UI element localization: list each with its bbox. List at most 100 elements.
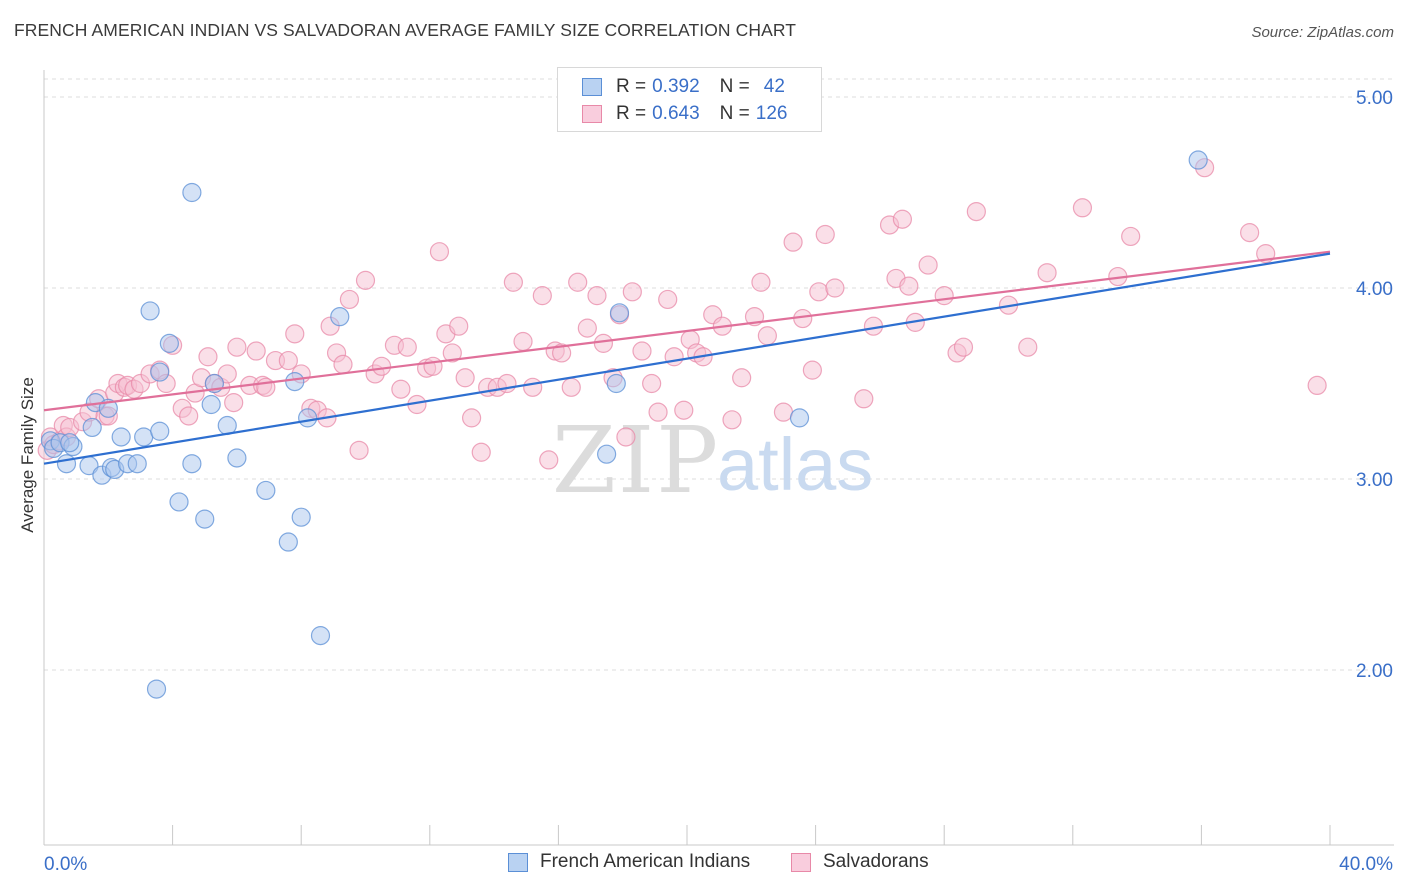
point-french-american-indians bbox=[298, 408, 318, 428]
point-salvadorans bbox=[349, 440, 369, 460]
legend-n-label: N = bbox=[719, 103, 750, 124]
point-french-american-indians bbox=[291, 507, 311, 527]
point-french-american-indians bbox=[310, 626, 331, 646]
point-salvadorans bbox=[658, 289, 678, 310]
series-legend: French American Indians Salvadorans bbox=[0, 851, 1406, 877]
point-french-american-indians bbox=[150, 421, 170, 441]
point-french-american-indians bbox=[127, 454, 147, 474]
point-salvadorans bbox=[449, 316, 469, 336]
point-salvadorans bbox=[587, 286, 607, 306]
point-french-american-indians bbox=[159, 333, 179, 353]
point-salvadorans bbox=[953, 337, 974, 357]
point-salvadorans bbox=[722, 410, 742, 430]
point-salvadorans bbox=[1240, 223, 1260, 243]
point-salvadorans bbox=[461, 408, 482, 428]
x-tick-label-min: 0.0% bbox=[44, 854, 87, 875]
point-salvadorans bbox=[371, 356, 392, 376]
point-salvadorans bbox=[751, 272, 771, 292]
legend-row-french-american-indians: R = 0.392 N = 42 bbox=[582, 75, 785, 99]
point-salvadorans bbox=[355, 270, 376, 290]
point-salvadorans bbox=[539, 450, 559, 470]
y-axis-label: Average Family Size bbox=[18, 377, 37, 533]
legend-r-label: R = bbox=[616, 76, 647, 97]
legend-n-value: 42 bbox=[763, 76, 785, 97]
point-salvadorans bbox=[455, 368, 475, 388]
point-salvadorans bbox=[616, 427, 636, 447]
point-french-american-indians bbox=[182, 182, 202, 203]
legend-n-value: 126 bbox=[755, 103, 788, 124]
point-salvadorans bbox=[513, 331, 533, 352]
trendline-french-american-indians bbox=[43, 252, 1331, 465]
tick-labels: 2.00 3.00 4.00 5.00 0.0% 40.0% bbox=[44, 88, 1393, 875]
point-salvadorans bbox=[854, 389, 874, 409]
point-french-american-indians bbox=[789, 408, 810, 428]
legend-swatch-pink bbox=[582, 105, 602, 123]
point-french-american-indians bbox=[134, 427, 154, 447]
point-salvadorans bbox=[227, 337, 247, 357]
point-french-american-indians bbox=[140, 301, 160, 321]
legend-r-value: 0.643 bbox=[652, 103, 700, 124]
trendline-salvadorans bbox=[43, 250, 1331, 412]
point-salvadorans bbox=[224, 393, 244, 413]
point-french-american-indians bbox=[182, 454, 202, 474]
point-french-american-indians bbox=[285, 371, 305, 392]
point-french-american-indians bbox=[597, 444, 617, 464]
point-salvadorans bbox=[732, 368, 752, 388]
y-tick-label: 2.00 bbox=[1356, 661, 1393, 682]
point-salvadorans bbox=[285, 324, 305, 344]
point-french-american-indians bbox=[82, 417, 102, 438]
point-salvadorans bbox=[561, 377, 581, 397]
watermark-zip: ZIP bbox=[552, 407, 720, 514]
point-salvadorans bbox=[1307, 375, 1327, 396]
point-salvadorans bbox=[674, 400, 694, 420]
legend-swatch-pink bbox=[791, 852, 811, 872]
point-salvadorans bbox=[642, 373, 662, 394]
point-salvadorans bbox=[802, 360, 822, 380]
point-salvadorans bbox=[391, 379, 411, 399]
watermark: ZIP atlas bbox=[552, 407, 873, 514]
legend-swatch-blue bbox=[582, 78, 602, 96]
y-tick-label: 4.00 bbox=[1356, 279, 1393, 300]
y-tick-label: 5.00 bbox=[1356, 88, 1393, 109]
legend-n-label: N = bbox=[719, 76, 750, 97]
chart-title: FRENCH AMERICAN INDIAN VS SALVADORAN AVE… bbox=[14, 20, 797, 40]
point-salvadorans bbox=[918, 255, 938, 275]
point-salvadorans bbox=[664, 347, 684, 367]
point-salvadorans bbox=[503, 272, 523, 292]
point-french-american-indians bbox=[195, 509, 215, 529]
point-salvadorans bbox=[809, 282, 829, 302]
point-salvadorans bbox=[278, 350, 298, 371]
grid-lines bbox=[44, 78, 1394, 671]
point-salvadorans bbox=[648, 402, 668, 422]
series-salvadorans bbox=[37, 158, 1327, 470]
point-french-american-indians bbox=[60, 433, 80, 453]
point-french-american-indians bbox=[1188, 150, 1208, 170]
point-french-american-indians bbox=[609, 303, 630, 323]
point-salvadorans bbox=[825, 278, 845, 298]
point-french-american-indians bbox=[606, 373, 626, 394]
point-salvadorans bbox=[593, 333, 614, 353]
point-french-american-indians bbox=[201, 394, 221, 415]
legend-label-french-american-indians: French American Indians bbox=[540, 851, 751, 872]
watermark-atlas: atlas bbox=[717, 423, 873, 506]
legend-item-salvadorans: Salvadorans bbox=[791, 851, 929, 873]
point-french-american-indians bbox=[227, 448, 247, 468]
legend-row-salvadorans: R = 0.643 N = 126 bbox=[582, 102, 787, 126]
y-tick-label: 3.00 bbox=[1356, 470, 1393, 491]
source-label: Source: ZipAtlas.com bbox=[1251, 24, 1394, 41]
point-salvadorans bbox=[577, 318, 597, 338]
point-salvadorans bbox=[397, 337, 417, 357]
legend-r-value: 0.392 bbox=[652, 76, 700, 97]
x-tick-label-max: 40.0% bbox=[1339, 854, 1393, 875]
correlation-legend: R = 0.392 N = 42 R = 0.643 N = 126 bbox=[557, 67, 822, 132]
point-salvadorans bbox=[532, 286, 552, 306]
point-french-american-indians bbox=[150, 362, 170, 382]
point-french-american-indians bbox=[278, 532, 298, 552]
point-salvadorans bbox=[217, 364, 237, 384]
point-salvadorans bbox=[423, 356, 443, 376]
point-french-american-indians bbox=[111, 427, 131, 447]
axes bbox=[43, 70, 1394, 846]
point-salvadorans bbox=[552, 343, 572, 363]
point-salvadorans bbox=[815, 224, 835, 245]
